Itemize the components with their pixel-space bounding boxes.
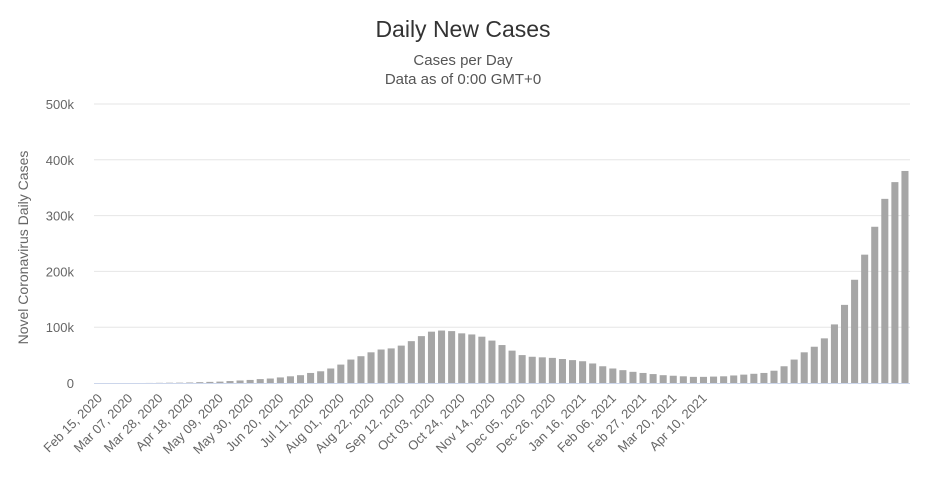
data-bar	[498, 345, 506, 383]
data-bar	[820, 338, 828, 383]
data-bar	[407, 341, 415, 383]
data-bar	[337, 364, 345, 383]
data-bar	[861, 254, 869, 383]
y-tick-label: 500k	[46, 97, 75, 112]
data-bar	[871, 226, 879, 383]
data-bar	[851, 279, 859, 383]
data-bar	[427, 331, 436, 383]
data-bar	[901, 170, 909, 383]
data-bar	[840, 304, 849, 383]
data-bar	[579, 361, 587, 383]
data-bar	[518, 355, 526, 383]
data-bar	[639, 372, 647, 383]
data-bar	[468, 334, 476, 383]
data-bar	[558, 359, 566, 383]
data-bar	[649, 374, 657, 383]
data-bar	[790, 359, 798, 383]
data-bar	[478, 336, 486, 383]
data-bar	[760, 372, 768, 383]
data-bar	[256, 379, 264, 383]
data-bar	[548, 357, 556, 383]
chart-subtitle: Cases per Day	[413, 52, 513, 69]
data-bar	[699, 376, 708, 383]
data-bar	[659, 375, 667, 383]
y-tick-label: 400k	[46, 153, 75, 168]
data-bar	[296, 375, 305, 383]
data-bar	[347, 359, 355, 383]
data-bar	[689, 376, 697, 383]
data-bar	[679, 376, 687, 383]
data-bar	[317, 371, 325, 383]
data-bar	[266, 378, 274, 383]
y-tick-label: 0	[67, 376, 74, 391]
data-bar	[830, 324, 838, 383]
data-bar	[589, 363, 597, 383]
data-bar	[538, 357, 546, 383]
data-bar	[629, 371, 637, 383]
data-bar	[770, 370, 778, 383]
data-bar	[286, 376, 294, 383]
data-bar	[206, 381, 214, 383]
chart-title: Daily New Cases	[375, 16, 551, 42]
data-bar	[377, 349, 385, 383]
data-bar	[367, 352, 375, 383]
y-axis-title: Novel Coronavirus Daily Cases	[15, 151, 31, 345]
data-bar	[417, 336, 425, 383]
data-bar	[669, 375, 677, 383]
data-bar	[327, 368, 335, 383]
data-bar	[609, 368, 617, 383]
data-bar	[750, 373, 758, 383]
data-bar	[458, 333, 466, 383]
data-bar	[881, 198, 889, 383]
data-bar	[488, 340, 496, 383]
data-bar	[276, 377, 284, 383]
data-bar	[568, 360, 577, 383]
y-tick-label: 100k	[46, 320, 75, 335]
y-tick-label: 200k	[46, 264, 75, 279]
data-bar	[528, 356, 536, 383]
data-bar	[619, 370, 627, 383]
y-tick-label: 300k	[46, 209, 75, 224]
chart-subtitle-date: Data as of 0:00 GMT+0	[384, 71, 542, 88]
data-bar	[780, 366, 788, 383]
data-bar	[307, 372, 315, 383]
data-bar	[186, 382, 194, 383]
data-bar	[891, 182, 899, 383]
data-bar	[387, 348, 395, 383]
data-bar	[438, 330, 446, 383]
data-bar	[357, 356, 365, 383]
data-bar	[448, 331, 456, 383]
data-bar	[216, 381, 224, 383]
data-bar	[599, 366, 607, 383]
data-bar	[226, 381, 234, 383]
data-bar	[730, 375, 738, 383]
data-bar	[246, 379, 254, 383]
data-bar	[196, 382, 204, 383]
data-bar	[720, 376, 728, 383]
data-bar	[508, 350, 516, 383]
data-bar	[710, 376, 718, 383]
data-bar	[800, 352, 808, 383]
data-bar	[810, 346, 818, 383]
data-bar	[236, 380, 244, 383]
data-bar	[740, 374, 748, 383]
data-bar	[397, 345, 405, 383]
